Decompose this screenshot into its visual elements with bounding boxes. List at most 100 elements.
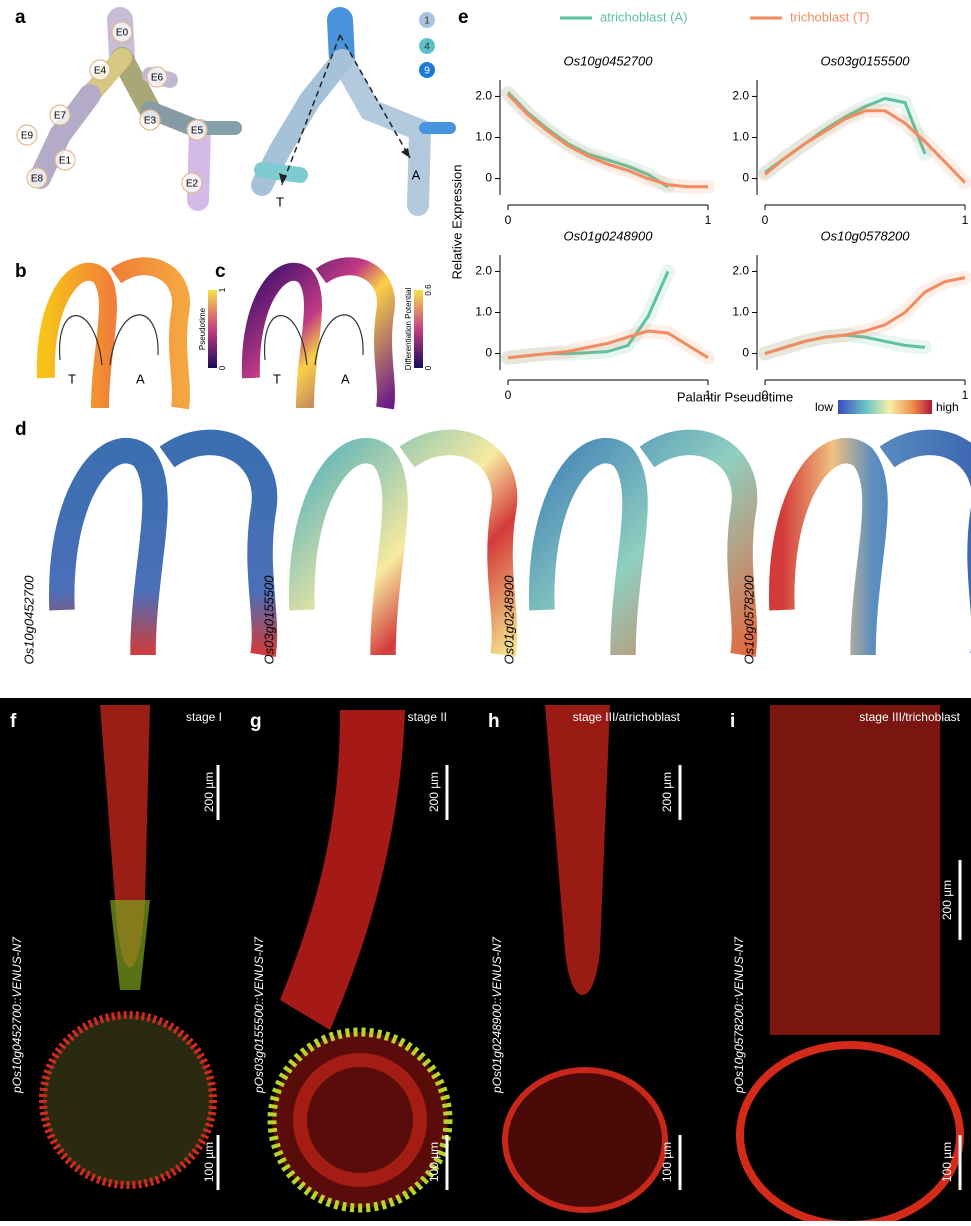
panel-label: c xyxy=(215,261,226,282)
panel-label: i xyxy=(730,711,735,732)
x-tick-label: 1 xyxy=(705,213,712,227)
colorbar-high: high xyxy=(936,400,959,414)
confidence-band xyxy=(501,87,715,194)
scale-bars xyxy=(216,765,962,1190)
cluster-label: E6 xyxy=(151,73,164,84)
scale-label: 100 µm xyxy=(427,1142,441,1182)
cluster-label: E4 xyxy=(94,66,107,77)
legend-label: 1 xyxy=(424,16,430,27)
x-tick-label: 0 xyxy=(762,213,769,227)
gene-label: Os03g0155500 xyxy=(261,575,276,665)
cluster-badge xyxy=(111,21,133,43)
y-tick-label: 2.0 xyxy=(732,264,749,278)
stage-label: stage III/trichoblast xyxy=(859,710,960,724)
colorbar-tick: 0.6 xyxy=(424,284,433,296)
legend-label: 9 xyxy=(424,66,430,77)
y-tick-label: 2.0 xyxy=(475,264,492,278)
stage-label: stage III/atrichoblast xyxy=(573,710,681,724)
y-tick-label: 1.0 xyxy=(475,305,492,319)
colorbar-tick: 0 xyxy=(218,365,227,370)
cluster-label: E7 xyxy=(54,111,67,122)
panel-label: f xyxy=(10,711,17,732)
panel-label: e xyxy=(458,7,469,28)
construct-label: pOs01g0248900::VENUS-N7 xyxy=(490,936,504,1094)
branch-label: T xyxy=(276,194,284,209)
y-tick-label: 1.0 xyxy=(475,130,492,144)
cluster-badge xyxy=(181,172,203,194)
y-tick-label: 0 xyxy=(742,346,749,360)
panel-label: a xyxy=(15,7,26,28)
micro-images xyxy=(39,705,964,1226)
series-line xyxy=(764,276,966,356)
y-tick-label: 1.0 xyxy=(732,305,749,319)
confidence-band xyxy=(758,103,971,190)
cluster-badge xyxy=(146,66,168,88)
cluster-badge xyxy=(49,104,71,126)
gene-label: Os10g0578200 xyxy=(741,575,756,665)
umap-pseudotime xyxy=(46,266,181,408)
branch-label: A xyxy=(136,371,145,386)
scale-label: 200 µm xyxy=(660,772,674,812)
colorbar-tick: 1 xyxy=(218,287,227,292)
x-tick-label: 0 xyxy=(505,388,512,402)
umap-gene xyxy=(542,442,745,655)
cluster-label: E1 xyxy=(59,156,72,167)
legend-label: atrichoblast (A) xyxy=(600,9,687,24)
series-line xyxy=(764,109,967,184)
panel-label: g xyxy=(250,711,262,732)
legend-label: 4 xyxy=(424,42,430,53)
legend-label: trichoblast (T) xyxy=(790,9,869,24)
branch-label: A xyxy=(412,167,421,182)
series-line xyxy=(507,329,709,360)
series-line xyxy=(506,91,669,189)
panel-label: b xyxy=(15,261,27,282)
cluster-label: E8 xyxy=(31,174,44,185)
y-tick-label: 0 xyxy=(485,346,492,360)
chart-title: Os03g0155500 xyxy=(821,53,911,68)
colorbar-tick: 0 xyxy=(424,365,433,370)
umap-gene xyxy=(782,442,971,655)
legend-dots xyxy=(419,12,435,78)
y-tick-label: 2.0 xyxy=(475,89,492,103)
scale-label: 200 µm xyxy=(940,880,954,920)
colorbar-title: Pseudotime xyxy=(198,307,207,350)
x-tick-label: 1 xyxy=(962,213,969,227)
construct-label: pOs10g0578200::VENUS-N7 xyxy=(732,936,746,1094)
branch-arrows xyxy=(59,314,364,366)
branch-label: T xyxy=(273,371,281,386)
y-tick-label: 1.0 xyxy=(732,130,749,144)
colorbar xyxy=(838,400,932,414)
y-tick-label: 0 xyxy=(742,171,749,185)
series-line xyxy=(506,93,708,189)
cluster-badge xyxy=(89,59,111,81)
cluster-label: E2 xyxy=(186,179,199,190)
cluster-label: E5 xyxy=(191,126,204,137)
x-axis-label: Palantir Pseudotime xyxy=(677,389,793,404)
x-tick-label: 1 xyxy=(962,388,969,402)
colorbar-low: low xyxy=(815,400,833,414)
trajectory xyxy=(281,34,411,186)
construct-label: pOs10g0452700::VENUS-N7 xyxy=(10,936,24,1094)
chart-title: Os10g0578200 xyxy=(821,228,911,243)
y-axis-label: Relative Expression xyxy=(449,165,464,280)
cluster-badge xyxy=(54,149,76,171)
cluster-label: E0 xyxy=(116,28,129,39)
umap-gene xyxy=(62,442,265,655)
stage-label: stage II xyxy=(408,710,447,724)
cluster-label: E9 xyxy=(21,131,34,142)
construct-label: pOs03g0155500::VENUS-N7 xyxy=(252,936,266,1094)
scale-label: 200 µm xyxy=(427,772,441,812)
colorbar-title: Differentiation Potential xyxy=(404,287,413,370)
scale-label: 100 µm xyxy=(202,1142,216,1182)
cluster-label: E3 xyxy=(144,116,157,127)
scale-label: 200 µm xyxy=(202,772,216,812)
y-tick-label: 0 xyxy=(485,171,492,185)
x-tick-label: 0 xyxy=(762,388,769,402)
colorbar xyxy=(208,290,217,368)
cluster-badge xyxy=(16,124,38,146)
colorbar xyxy=(414,290,423,368)
cluster-badge xyxy=(186,119,208,141)
panel-label: d xyxy=(15,419,27,440)
branch-label: A xyxy=(341,371,350,386)
